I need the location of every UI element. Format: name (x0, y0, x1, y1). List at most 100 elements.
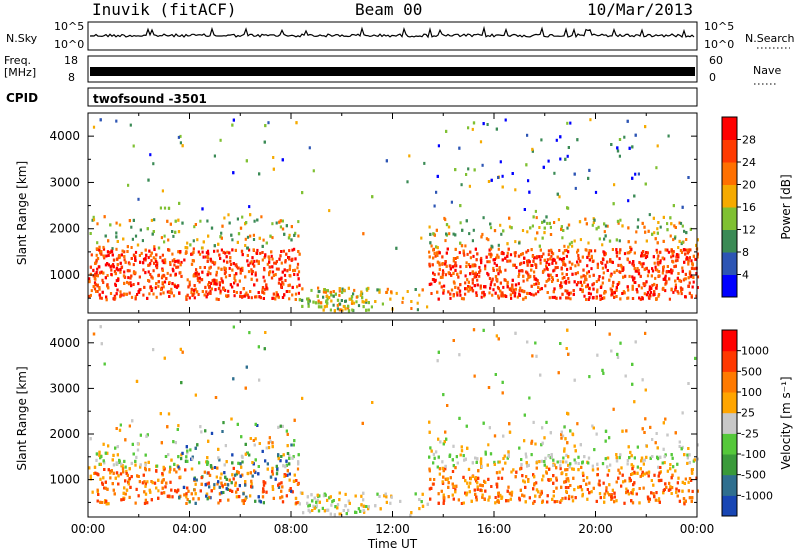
echo-cell (596, 288, 599, 292)
echo-cell (157, 280, 160, 284)
echo-cell (495, 256, 498, 260)
echo-cell (338, 293, 341, 297)
echo-cell (437, 272, 440, 276)
echo-cell (119, 268, 122, 271)
echo-cell (659, 261, 662, 265)
echo-cell (277, 295, 280, 299)
echo-cell (657, 274, 660, 278)
echo-cell (552, 269, 555, 273)
y-tick-label: 4000 (49, 129, 80, 143)
echo-cell (279, 219, 282, 223)
echo-cell (317, 299, 320, 303)
echo-cell (546, 221, 549, 225)
echo-cell (490, 178, 493, 182)
echo-cell (163, 206, 167, 210)
echo-cell (656, 257, 659, 261)
nsearch-tick-top: 10^5 (704, 20, 734, 33)
echo-cell (467, 167, 470, 171)
echo-cell (509, 259, 512, 263)
echo-cell (622, 275, 625, 279)
echo-cell (664, 289, 667, 293)
echo-cell (167, 238, 170, 242)
echo-cell (459, 241, 462, 245)
echo-cell (586, 283, 589, 287)
echo-cell (296, 273, 299, 277)
echo-cell (162, 285, 165, 289)
echo-cell (673, 236, 677, 240)
echo-cell (510, 289, 513, 293)
echo-cell (501, 258, 504, 262)
echo-cell (663, 257, 666, 261)
echo-cell (601, 276, 605, 280)
echo-cell (274, 273, 277, 277)
echo-cell (258, 236, 261, 240)
echo-cell (99, 296, 102, 300)
echo-cell (653, 231, 656, 235)
echo-cell (227, 213, 230, 217)
echo-cell (433, 279, 436, 283)
echo-cell (618, 239, 621, 243)
echo-cell (595, 227, 598, 231)
echo-cell (491, 293, 494, 297)
echo-cell (657, 254, 660, 258)
echo-cell (521, 229, 525, 232)
echo-cell (173, 263, 176, 267)
echo-cell (636, 269, 639, 273)
echo-cell (659, 259, 662, 263)
echo-cell (268, 436, 271, 440)
echo-cell (579, 238, 582, 242)
echo-cell (193, 284, 196, 287)
echo-cell (231, 248, 234, 252)
echo-cell (395, 291, 398, 295)
echo-cell (161, 259, 164, 263)
echo-cell (597, 278, 600, 282)
echo-cell (558, 195, 561, 199)
echo-cell (476, 252, 479, 256)
echo-cell (326, 289, 329, 293)
echo-cell (610, 260, 613, 264)
echo-cell (564, 157, 567, 161)
echo-cell (441, 255, 444, 259)
echo-cell (271, 236, 274, 240)
echo-cell (116, 288, 119, 292)
echo-cell (174, 284, 177, 288)
echo-cell (649, 290, 653, 294)
echo-cell (637, 272, 641, 276)
echo-cell (228, 274, 231, 277)
echo-cell (235, 291, 238, 294)
echo-cell (145, 253, 148, 257)
echo-cell (220, 231, 223, 235)
echo-cell (290, 225, 293, 229)
echo-cell (526, 263, 529, 267)
echo-cell (288, 257, 291, 261)
echo-cell (283, 273, 287, 277)
echo-cell (529, 264, 532, 268)
echo-cell (307, 504, 310, 508)
echo-cell (498, 269, 501, 273)
echo-cell (88, 277, 91, 281)
echo-cell (188, 283, 191, 287)
echo-cell (166, 219, 169, 223)
echo-cell (645, 254, 649, 258)
echo-cell (641, 221, 644, 225)
echo-cell (674, 283, 677, 287)
echo-cell (104, 234, 107, 238)
echo-cell (246, 246, 249, 250)
echo-cell (617, 221, 620, 225)
echo-cell (186, 246, 189, 250)
echo-cell (204, 285, 207, 289)
echo-cell (116, 240, 119, 243)
echo-cell (288, 267, 291, 271)
echo-cell (553, 221, 556, 224)
echo-cell (288, 264, 292, 268)
echo-cell (504, 256, 507, 260)
echo-cell (506, 254, 509, 258)
echo-cell (684, 295, 687, 299)
echo-cell (513, 263, 516, 267)
echo-cell (490, 280, 493, 284)
echo-cell (261, 290, 264, 294)
echo-cell (203, 293, 206, 297)
echo-cell (457, 286, 460, 290)
echo-cell (283, 293, 286, 297)
echo-cell (249, 290, 252, 293)
